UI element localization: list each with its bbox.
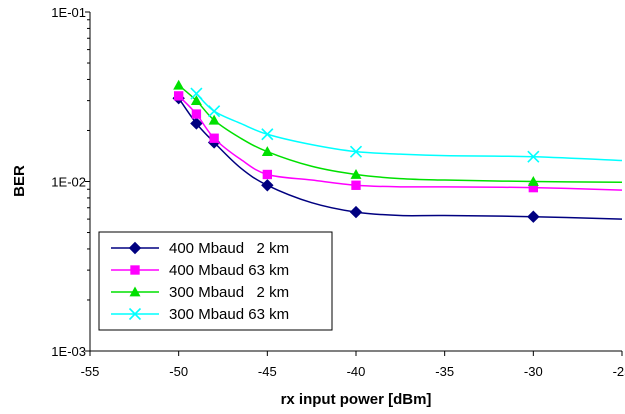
- series-line: [195, 93, 623, 162]
- data-point-diamond: [190, 117, 203, 130]
- data-point-triangle: [208, 114, 220, 125]
- data-point-triangle: [350, 168, 362, 179]
- data-point-x: [261, 128, 274, 141]
- axes: 1E-03 1E-02 1E-01 -55 -50 -45 -40 -35 -30 -25: [51, 5, 625, 379]
- legend-label: 300 Mbaud 63 km: [169, 306, 289, 323]
- legend-label: 300 Mbaud 2 km: [169, 284, 289, 301]
- data-point-square: [262, 169, 273, 180]
- data-point-diamond: [527, 210, 540, 223]
- legend-label: 400 Mbaud 2 km: [169, 240, 289, 257]
- series-layer: [172, 79, 623, 223]
- data-point-square: [191, 109, 202, 119]
- x-tick-label: -55: [81, 364, 100, 379]
- y-tick-label: 1E-01: [51, 5, 86, 20]
- y-tick-label: 1E-03: [51, 344, 86, 359]
- y-tick-label: 1E-02: [51, 175, 86, 190]
- x-tick-label: -50: [169, 364, 188, 379]
- legend-item: 300 Mbaud 2 km: [111, 284, 289, 301]
- series-4: [190, 87, 623, 163]
- data-point-x: [349, 145, 363, 158]
- data-point-triangle: [173, 79, 185, 90]
- data-point-square: [351, 180, 361, 190]
- data-point-x: [208, 105, 221, 118]
- data-point-diamond: [128, 241, 142, 255]
- data-point-square: [173, 91, 184, 101]
- data-point-triangle: [527, 176, 539, 186]
- data-point-square: [130, 265, 140, 275]
- data-point-square: [209, 133, 219, 143]
- x-tick-label: -45: [258, 364, 277, 379]
- y-axis-title: BER: [11, 165, 28, 197]
- data-point-x: [527, 150, 540, 163]
- data-point-triangle: [129, 286, 141, 297]
- series-line: [178, 95, 623, 191]
- data-point-square: [528, 182, 539, 193]
- x-axis-title: rx input power [dBm]: [281, 391, 432, 408]
- x-tick-label: -35: [435, 364, 454, 379]
- data-point-x: [128, 307, 142, 321]
- legend-item: 400 Mbaud 2 km: [111, 240, 289, 257]
- data-point-x: [190, 87, 203, 100]
- data-point-triangle: [261, 146, 273, 157]
- series-2: [173, 91, 623, 193]
- legend-label: 400 Mbaud 63 km: [169, 262, 289, 279]
- legend-item: 300 Mbaud 63 km: [111, 306, 289, 323]
- data-point-triangle: [190, 95, 202, 106]
- data-point-diamond: [261, 179, 274, 192]
- x-tick-label: -40: [347, 364, 366, 379]
- x-tick-label: -30: [524, 364, 543, 379]
- x-tick-label: -25: [613, 364, 625, 379]
- data-point-diamond: [349, 205, 363, 219]
- legend: 400 Mbaud 2 km 400 Mbaud 63 km 300 Mbaud 2…: [98, 231, 333, 331]
- legend-item: 400 Mbaud 63 km: [111, 262, 289, 279]
